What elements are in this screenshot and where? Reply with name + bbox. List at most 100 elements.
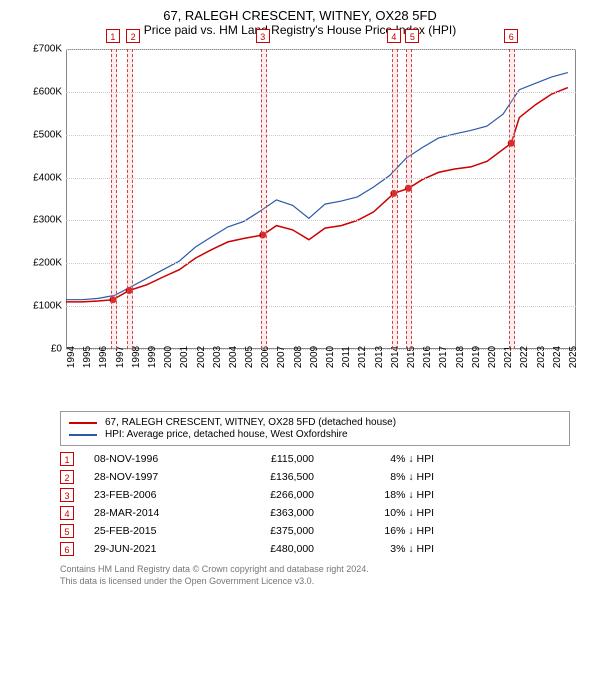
event-marker-box: 2 <box>126 29 140 43</box>
event-row: 6 29-JUN-2021 £480,000 3% ↓ HPI <box>60 542 570 556</box>
event-date: 23-FEB-2006 <box>94 489 204 501</box>
x-axis-tick: 2010 <box>325 346 336 368</box>
event-number-box: 6 <box>60 542 74 556</box>
event-date: 28-NOV-1997 <box>94 471 204 483</box>
event-band <box>392 49 398 349</box>
x-axis-tick: 1999 <box>147 346 158 368</box>
event-price: £363,000 <box>224 507 314 519</box>
event-date: 29-JUN-2021 <box>94 543 204 555</box>
y-axis-tick: £600K <box>20 86 62 97</box>
legend-swatch <box>69 434 97 436</box>
gridline <box>66 135 576 136</box>
x-axis-tick: 2016 <box>422 346 433 368</box>
legend-item: HPI: Average price, detached house, West… <box>69 429 561 440</box>
x-axis-tick: 2022 <box>519 346 530 368</box>
x-axis-tick: 2019 <box>471 346 482 368</box>
x-axis-tick: 2003 <box>212 346 223 368</box>
y-axis-tick: £700K <box>20 44 62 55</box>
event-number-box: 2 <box>60 470 74 484</box>
legend-label: HPI: Average price, detached house, West… <box>105 429 348 440</box>
gridline <box>66 49 576 50</box>
event-price: £136,500 <box>224 471 314 483</box>
event-hpi-delta: 10% ↓ HPI <box>334 507 434 519</box>
x-axis-tick: 2015 <box>406 346 417 368</box>
x-axis-tick: 2011 <box>341 346 352 368</box>
x-axis-tick: 1996 <box>98 346 109 368</box>
chart-legend: 67, RALEGH CRESCENT, WITNEY, OX28 5FD (d… <box>60 411 570 446</box>
event-band <box>261 49 267 349</box>
event-price: £375,000 <box>224 525 314 537</box>
gridline <box>66 349 576 350</box>
event-row: 1 08-NOV-1996 £115,000 4% ↓ HPI <box>60 452 570 466</box>
gridline <box>66 306 576 307</box>
event-number-box: 4 <box>60 506 74 520</box>
gridline <box>66 263 576 264</box>
event-date: 25-FEB-2015 <box>94 525 204 537</box>
x-axis-tick: 2013 <box>374 346 385 368</box>
event-marker-box: 5 <box>405 29 419 43</box>
y-axis-tick: £0 <box>20 344 62 355</box>
y-axis-tick: £500K <box>20 129 62 140</box>
x-axis-tick: 2017 <box>438 346 449 368</box>
event-marker-box: 4 <box>387 29 401 43</box>
price-chart: £0 £100K £200K £300K £400K £500K £600K £700K 199… <box>20 43 580 403</box>
event-number-box: 1 <box>60 452 74 466</box>
gridline <box>66 92 576 93</box>
x-axis-tick: 2009 <box>309 346 320 368</box>
y-axis-tick: £200K <box>20 258 62 269</box>
event-hpi-delta: 16% ↓ HPI <box>334 525 434 537</box>
x-axis-tick: 2018 <box>455 346 466 368</box>
page-title: 67, RALEGH CRESCENT, WITNEY, OX28 5FD <box>14 8 586 23</box>
x-axis-tick: 2014 <box>390 346 401 368</box>
page-subtitle: Price paid vs. HM Land Registry's House … <box>14 23 586 37</box>
x-axis-tick: 2023 <box>536 346 547 368</box>
event-hpi-delta: 18% ↓ HPI <box>334 489 434 501</box>
event-price: £115,000 <box>224 453 314 465</box>
y-axis-tick: £300K <box>20 215 62 226</box>
plot-border <box>66 49 576 349</box>
x-axis-tick: 2004 <box>228 346 239 368</box>
event-band <box>127 49 133 349</box>
legend-item: 67, RALEGH CRESCENT, WITNEY, OX28 5FD (d… <box>69 417 561 428</box>
event-price: £266,000 <box>224 489 314 501</box>
footer-line: Contains HM Land Registry data © Crown c… <box>60 564 586 576</box>
event-row: 2 28-NOV-1997 £136,500 8% ↓ HPI <box>60 470 570 484</box>
x-axis-tick: 2025 <box>568 346 579 368</box>
event-date: 28-MAR-2014 <box>94 507 204 519</box>
footer-line: This data is licensed under the Open Gov… <box>60 576 586 588</box>
event-band <box>509 49 515 349</box>
legend-label: 67, RALEGH CRESCENT, WITNEY, OX28 5FD (d… <box>105 417 396 428</box>
x-axis-tick: 2006 <box>260 346 271 368</box>
events-table: 1 08-NOV-1996 £115,000 4% ↓ HPI 2 28-NOV-1997… <box>60 452 570 556</box>
event-number-box: 5 <box>60 524 74 538</box>
event-hpi-delta: 3% ↓ HPI <box>334 543 434 555</box>
event-price: £480,000 <box>224 543 314 555</box>
event-band <box>406 49 412 349</box>
x-axis-tick: 2020 <box>487 346 498 368</box>
y-axis-tick: £400K <box>20 172 62 183</box>
x-axis-tick: 2007 <box>276 346 287 368</box>
x-axis-tick: 1998 <box>131 346 142 368</box>
event-band <box>111 49 117 349</box>
x-axis-tick: 1995 <box>82 346 93 368</box>
gridline <box>66 178 576 179</box>
x-axis-tick: 2012 <box>357 346 368 368</box>
event-marker-box: 6 <box>504 29 518 43</box>
x-axis-tick: 2008 <box>293 346 304 368</box>
event-hpi-delta: 4% ↓ HPI <box>334 453 434 465</box>
x-axis-tick: 2021 <box>503 346 514 368</box>
footer-attribution: Contains HM Land Registry data © Crown c… <box>60 564 586 587</box>
gridline <box>66 220 576 221</box>
event-row: 5 25-FEB-2015 £375,000 16% ↓ HPI <box>60 524 570 538</box>
x-axis-tick: 1997 <box>115 346 126 368</box>
x-axis-tick: 2024 <box>552 346 563 368</box>
event-marker-box: 1 <box>106 29 120 43</box>
event-date: 08-NOV-1996 <box>94 453 204 465</box>
event-row: 323-FEB-2006£266,00018% ↓ HPI <box>60 488 570 502</box>
event-marker-box: 3 <box>256 29 270 43</box>
y-axis-tick: £100K <box>20 301 62 312</box>
x-axis-tick: 2000 <box>163 346 174 368</box>
x-axis-tick: 2005 <box>244 346 255 368</box>
x-axis-tick: 2002 <box>196 346 207 368</box>
event-hpi-delta: 8% ↓ HPI <box>334 471 434 483</box>
